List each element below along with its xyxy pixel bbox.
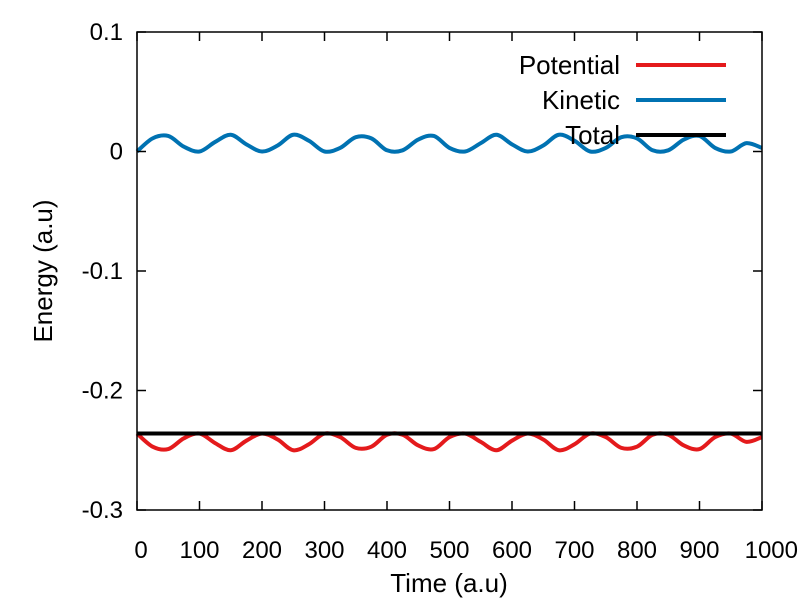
x-tick-label: 300 <box>304 537 344 564</box>
x-ticks: 0 100 200 300 400 500 600 700 800 900 1000 <box>134 32 798 564</box>
x-tick-label: 700 <box>554 537 594 564</box>
x-tick-label: 0 <box>134 537 147 564</box>
y-ticks: 0.1 0 -0.1 -0.2 -0.3 <box>82 19 762 524</box>
x-tick-label: 500 <box>429 537 469 564</box>
x-tick-label: 800 <box>617 537 657 564</box>
plot-area <box>135 132 763 453</box>
x-tick-label: 200 <box>242 537 282 564</box>
y-tick-label: -0.2 <box>82 378 123 405</box>
plot-frame <box>136 31 763 511</box>
x-axis-label: Time (a.u) <box>390 568 508 598</box>
legend-label-total: Total <box>565 120 620 150</box>
x-tick-label: 900 <box>679 537 719 564</box>
series-line-potential <box>135 431 763 453</box>
y-tick-label: 0 <box>110 139 123 166</box>
x-tick-label: 400 <box>367 537 407 564</box>
y-axis-label: Energy (a.u) <box>28 199 58 342</box>
series-line-kinetic <box>135 132 763 154</box>
legend: Potential Kinetic Total <box>519 50 726 150</box>
x-tick-label: 1000 <box>745 537 798 564</box>
legend-label-potential: Potential <box>519 50 620 80</box>
x-tick-label: 600 <box>492 537 532 564</box>
y-tick-label: -0.3 <box>82 497 123 524</box>
y-tick-label: -0.1 <box>82 258 123 285</box>
y-tick-label: 0.1 <box>90 19 123 46</box>
legend-label-kinetic: Kinetic <box>542 85 620 115</box>
x-tick-label: 100 <box>179 537 219 564</box>
